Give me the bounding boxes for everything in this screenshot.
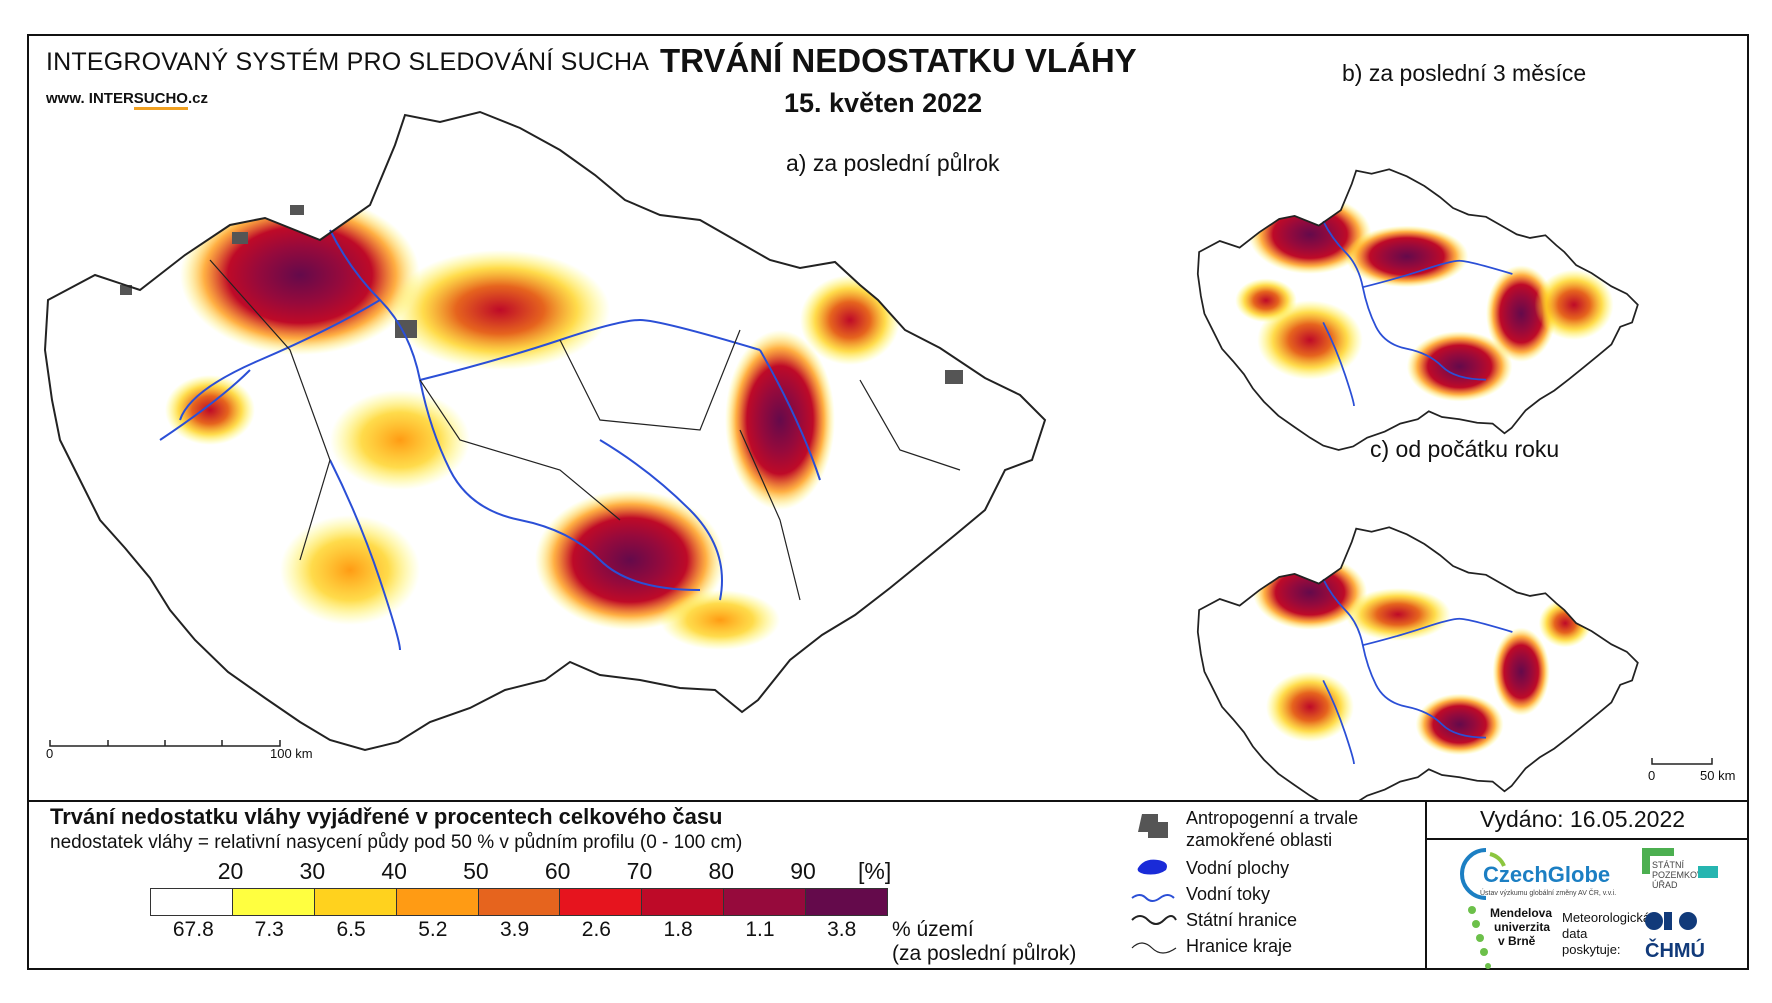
meteo-label-1: Meteorologická — [1562, 910, 1651, 925]
scale-bar-a — [49, 740, 281, 747]
scale-a-start: 0 — [46, 746, 54, 761]
legend-class-swatch — [477, 889, 560, 915]
legend-area-value: 1.8 — [663, 918, 693, 941]
maps-canvas — [44, 111, 1713, 800]
legend-area-value: 1.1 — [745, 918, 775, 941]
legend-class-swatch — [313, 889, 396, 915]
water-body-icon — [1137, 859, 1167, 875]
chmu-logo-icon — [1645, 912, 1697, 930]
czechglobe-logo-icon — [1460, 848, 1506, 900]
legend-threshold-label: 70 — [626, 858, 653, 884]
legend-threshold-label: 20 — [217, 858, 244, 884]
website-highlight: SUCHO — [133, 90, 188, 110]
website-link[interactable]: www. INTERSUCHO.cz — [46, 90, 208, 110]
region-border-icon — [1131, 942, 1177, 954]
symbol-state-border-label: Státní hranice — [1186, 910, 1298, 930]
issued-date: Vydáno: 16.05.2022 — [1480, 806, 1686, 832]
spu-accent-icon — [1698, 866, 1718, 878]
system-title: INTEGROVANÝ SYSTÉM PRO SLEDOVÁNÍ SUCHA — [46, 48, 650, 76]
map-a — [44, 111, 1046, 751]
legend-panel — [27, 800, 1749, 970]
symbol-region-border-label: Hranice kraje — [1186, 936, 1293, 956]
legend-area-value: 6.5 — [336, 918, 366, 941]
map-a-title: a) za poslední půlrok — [786, 150, 1000, 176]
legend-area-value: 5.2 — [418, 918, 448, 941]
area-label-1: % území — [892, 918, 974, 941]
mendelu-label-1: Mendelova — [1490, 906, 1553, 920]
legend-class-swatch — [559, 889, 642, 915]
symbol-river-label: Vodní toky — [1186, 884, 1271, 904]
mendelu-label-2: univerzita — [1494, 920, 1551, 934]
symbol-urban-label-1: Antropogenní a trvale — [1186, 808, 1359, 828]
legend-area-value: 7.3 — [254, 918, 284, 941]
legend-class-swatch — [395, 889, 478, 915]
spu-label-1: STÁTNÍ — [1652, 860, 1685, 870]
legend-title: Trvání nedostatku vláhy vyjádřené v proc… — [50, 804, 723, 829]
legend-subtitle: nedostatek vláhy = relativní nasycení pů… — [50, 832, 743, 853]
footer-divider — [1425, 838, 1749, 840]
state-border-icon — [1131, 915, 1177, 925]
website-suffix: .cz — [187, 90, 208, 107]
map-b — [1196, 168, 1639, 451]
legend-threshold-label: 50 — [463, 858, 489, 884]
legend-class-swatch — [151, 889, 232, 915]
map-b-title: b) za poslední 3 měsíce — [1342, 60, 1587, 86]
legend-threshold-label: 90 — [790, 858, 816, 884]
scale-bar-c — [1651, 758, 1713, 765]
legend-threshold-label: 60 — [544, 858, 571, 884]
legend-colorbar — [150, 888, 888, 916]
scale-c-start: 0 — [1648, 768, 1656, 783]
legend-class-swatch — [723, 889, 806, 915]
river-icon — [1131, 894, 1175, 902]
area-label-2: (za poslední půlrok) — [892, 942, 1077, 965]
symbol-water-label: Vodní plochy — [1186, 858, 1290, 878]
legend-threshold-label: 80 — [708, 858, 735, 884]
legend-threshold-label: 30 — [299, 858, 326, 884]
website-prefix: www. INTER — [46, 90, 134, 107]
spu-label-2: POZEMKOVÝ — [1652, 870, 1710, 880]
scale-a-end: 100 km — [270, 746, 313, 761]
legend-class-swatch — [641, 889, 724, 915]
legend-unit: [%] — [858, 858, 892, 884]
legend-symbols — [1131, 814, 1177, 954]
legend-class-swatch — [231, 889, 314, 915]
mendelu-label-3: v Brně — [1498, 934, 1536, 948]
map-date: 15. květen 2022 — [784, 88, 983, 118]
meteo-label-2: data — [1562, 926, 1588, 941]
map-c-title: c) od počátku roku — [1370, 436, 1560, 462]
czechglobe-logo: CzechGlobe — [1483, 862, 1611, 887]
legend-threshold-label: 40 — [381, 858, 407, 884]
spu-logo-icon — [1642, 848, 1674, 874]
legend-area-value: 67.8 — [172, 918, 214, 941]
legend-area-value: 3.8 — [827, 918, 857, 941]
legend-class-swatch — [805, 889, 888, 915]
spu-label-3: ÚŘAD — [1652, 880, 1678, 890]
legend-area-value: 2.6 — [581, 918, 611, 941]
main-title: TRVÁNÍ NEDOSTATKU VLÁHY — [660, 42, 1137, 79]
urban-area-icon — [1138, 814, 1168, 838]
map-c — [1196, 526, 1639, 800]
legend-divider — [1425, 800, 1427, 970]
scale-c-end: 50 km — [1700, 768, 1736, 783]
chmu-logo: ČHMÚ — [1645, 940, 1705, 962]
legend-area-value: 3.9 — [500, 918, 530, 941]
mendelu-logo-icon — [1468, 906, 1491, 969]
meteo-label-3: poskytuje: — [1562, 942, 1621, 957]
czechglobe-subtitle: Ústav výzkumu globální změny AV ČR, v.v.… — [1480, 890, 1617, 897]
symbol-urban-label-2: zamokřené oblasti — [1186, 830, 1333, 850]
map-frame — [27, 34, 1749, 970]
